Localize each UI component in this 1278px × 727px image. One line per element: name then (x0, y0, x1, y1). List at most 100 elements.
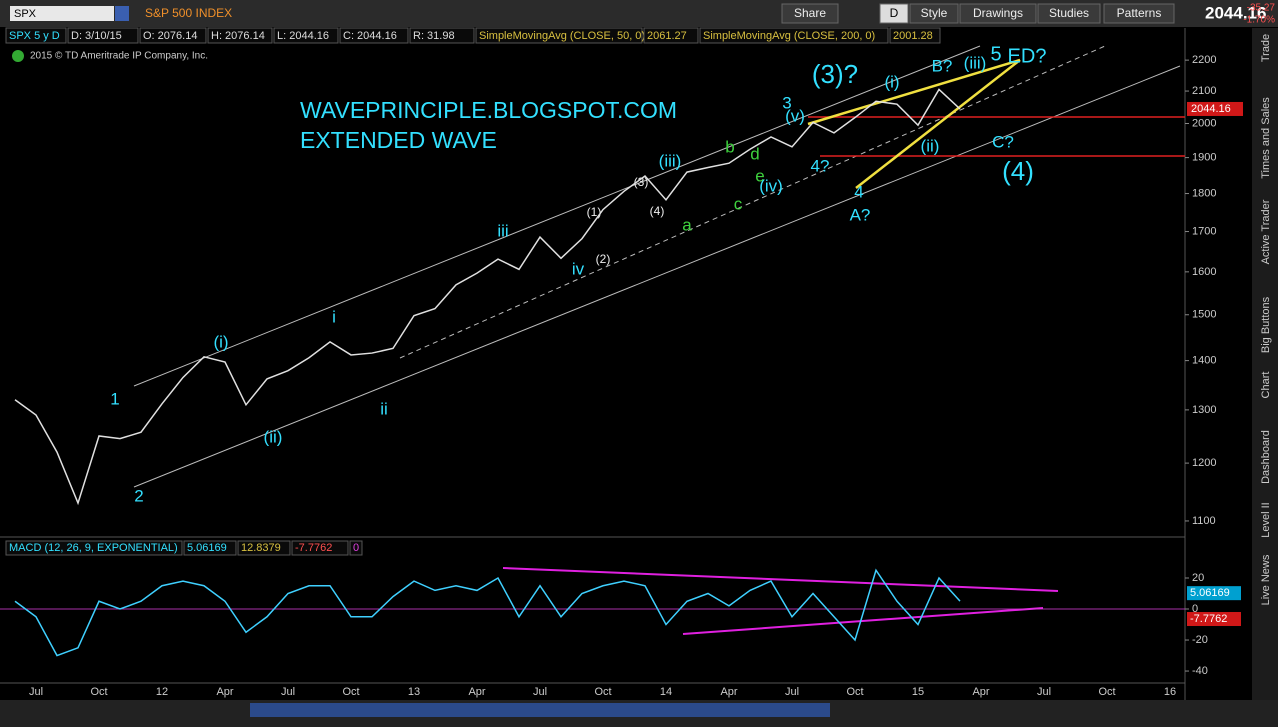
wave-label: ii (380, 399, 388, 418)
wave-label: (v) (785, 106, 805, 125)
symbol-box[interactable] (10, 6, 114, 21)
header-field: SimpleMovingAvg (CLOSE, 50, 0) (479, 30, 645, 42)
macd-wedge (502, 567, 1059, 635)
y-tick-label: 1300 (1192, 404, 1216, 416)
wave-label: 4? (811, 156, 830, 175)
header-field: 2001.28 (893, 30, 933, 42)
toolbar-button[interactable] (959, 3, 1037, 24)
toolbar-button[interactable] (879, 3, 909, 24)
x-tick-label: Jul (1037, 686, 1051, 698)
last-price-label: 2044.16 (1191, 103, 1231, 115)
y-tick-label: 1100 (1192, 515, 1216, 527)
macd-field-box (237, 540, 291, 556)
wave-label: (i) (884, 72, 899, 91)
header-field-box (699, 27, 889, 44)
toolbar-button[interactable] (1037, 3, 1101, 24)
toolbar-button-label[interactable]: Studies (1049, 6, 1089, 20)
toolbar-button-label[interactable]: Patterns (1117, 6, 1162, 20)
wave-label: B? (932, 56, 953, 75)
toolbar-button[interactable] (1103, 3, 1175, 24)
side-tab[interactable]: Active Trader (1260, 199, 1272, 264)
watermark: WAVEPRINCIPLE.BLOGSPOT.COM (300, 97, 677, 123)
y-tick-label: 2100 (1192, 85, 1216, 97)
wave-label: 4 (854, 182, 863, 201)
x-tick-label: Oct (1098, 686, 1115, 698)
symbol-name: S&P 500 INDEX (145, 6, 232, 20)
wave-label: (iii) (659, 151, 682, 170)
wave-label: C? (992, 132, 1014, 151)
last-price: 2044.16 (1205, 3, 1266, 22)
side-tab[interactable]: Trade (1260, 34, 1272, 62)
wave-label: (ii) (264, 427, 283, 446)
y-tick-label: 1500 (1192, 309, 1216, 321)
macd-value-label: -7.7762 (1190, 613, 1227, 625)
x-tick-label: 15 (912, 686, 924, 698)
y-tick-label: 2000 (1192, 117, 1216, 129)
header-field-box (139, 27, 207, 44)
header-field: C: 2044.16 (343, 30, 397, 42)
y-tick-label: 1700 (1192, 225, 1216, 237)
wave-label: (2) (596, 252, 611, 266)
toolbar-button[interactable] (909, 3, 959, 24)
x-tick-label: Apr (972, 686, 989, 698)
toolbar-button[interactable] (781, 3, 839, 24)
symbol-dropdown[interactable] (115, 6, 129, 21)
change-pct: -1.70% (1243, 15, 1275, 26)
side-tab[interactable]: Chart (1260, 372, 1272, 399)
y-tick-label: 20 (1192, 572, 1204, 584)
copyright: 2015 © TD Ameritrade IP Company, Inc. (30, 51, 208, 62)
x-tick-label: Jul (281, 686, 295, 698)
y-tick-label: 1800 (1192, 187, 1216, 199)
wave-label: (1) (587, 205, 602, 219)
header-field: H: 2076.14 (211, 30, 265, 42)
side-tab[interactable]: Dashboard (1260, 430, 1272, 484)
x-tick-label: Apr (468, 686, 485, 698)
symbol[interactable]: SPX (14, 8, 37, 20)
side-tab[interactable]: Big Buttons (1260, 296, 1272, 353)
toolbar-button-label[interactable]: Style (921, 6, 948, 20)
header-field: 2061.27 (647, 30, 687, 42)
toolbar-button-label[interactable]: Share (794, 6, 826, 20)
wave-label: (iii) (964, 53, 987, 72)
side-tab[interactable]: Live News (1260, 554, 1272, 605)
macd-field-box (183, 540, 237, 556)
ending-diagonal (807, 58, 1021, 189)
header-field-box (475, 27, 643, 44)
wave-label: e (755, 166, 764, 185)
y-tick-label: 2200 (1192, 54, 1216, 66)
wave-label: d (750, 144, 759, 163)
series-line (14, 568, 961, 657)
header-field-box (339, 27, 409, 44)
toolbar-button-label[interactable]: D (890, 6, 899, 20)
x-tick-label: Jul (533, 686, 547, 698)
x-tick-label: 13 (408, 686, 420, 698)
info-icon[interactable] (12, 50, 24, 62)
x-tick-label: Apr (216, 686, 233, 698)
y-tick-label: 1600 (1192, 266, 1216, 278)
wave-label: b (725, 137, 734, 156)
macd-field-box (5, 540, 183, 556)
side-tab[interactable]: Times and Sales (1260, 97, 1272, 179)
wave-label: A? (850, 205, 871, 224)
wave-label: iv (572, 259, 585, 278)
x-tick-label: Oct (342, 686, 359, 698)
macd-field-box (349, 540, 363, 556)
y-tick-label: 1200 (1192, 457, 1216, 469)
x-tick-label: 16 (1164, 686, 1176, 698)
wave-label: 1 (110, 389, 119, 408)
x-tick-label: Oct (90, 686, 107, 698)
header-field-box (273, 27, 339, 44)
wave-label: 2 (134, 486, 143, 505)
side-tab[interactable]: Level II (1260, 502, 1272, 537)
y-tick-label: 1900 (1192, 152, 1216, 164)
side-panel (1252, 28, 1278, 700)
macd-value-label: 5.06169 (1190, 587, 1230, 599)
macd-field: 0 (353, 542, 359, 554)
wave-label: c (734, 194, 743, 213)
toolbar-button-label[interactable]: Drawings (973, 6, 1023, 20)
macd-field: 12.8379 (241, 542, 281, 554)
header-field: D: 3/10/15 (71, 30, 122, 42)
scrollbar-thumb[interactable] (250, 703, 830, 717)
